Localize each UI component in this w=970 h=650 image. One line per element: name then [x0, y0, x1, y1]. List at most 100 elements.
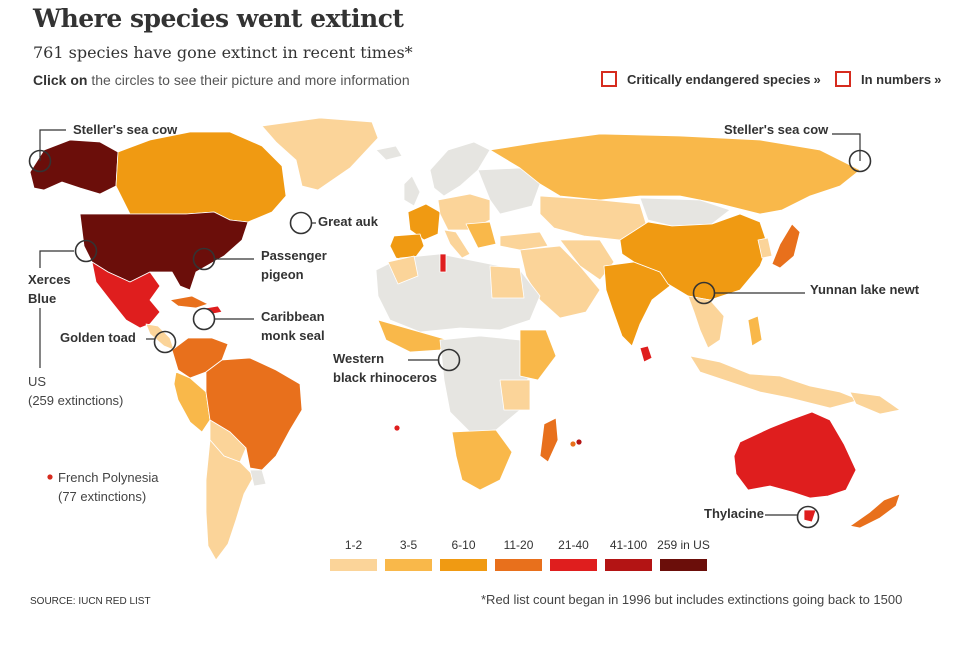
checkbox-icon[interactable] [601, 71, 617, 87]
toggle-label: Critically endangered species [627, 71, 811, 87]
marker-thylacine[interactable] [796, 505, 820, 529]
annotation-line: (259 extinctions) [28, 393, 124, 408]
region-argentina [205, 439, 255, 561]
label-golden-toad[interactable]: Golden toad [60, 330, 136, 345]
marker-stellers-sea-cow-right[interactable] [848, 149, 872, 173]
region-reunion [575, 438, 583, 446]
leader-line-xerces [39, 250, 74, 268]
legend-item: 1-2 [326, 538, 381, 571]
critically-endangered-toggle[interactable]: Critically endangered species » [601, 71, 821, 87]
region-south-africa [451, 429, 513, 491]
label-line: Blue [28, 291, 57, 306]
annotation-line: French Polynesia [58, 470, 159, 485]
source-credit: SOURCE: IUCN RED LIST [30, 596, 151, 607]
region-tanzania [499, 379, 531, 411]
legend-swatch [385, 559, 432, 571]
marker-western-black-rhinoceros[interactable] [437, 348, 461, 372]
checkbox-icon[interactable] [835, 71, 851, 87]
label-stellers-sea-cow-left[interactable]: Steller's sea cow [73, 122, 178, 137]
label-stellers-sea-cow-right[interactable]: Steller's sea cow [724, 122, 829, 137]
region-alaska [29, 139, 119, 195]
region-caribbean [169, 295, 209, 309]
label-line: Western [333, 351, 385, 366]
region-russia [489, 133, 861, 215]
region-peru [173, 371, 211, 433]
region-indonesia [689, 355, 861, 409]
region-canada [115, 131, 287, 223]
instruction-bold: Click on [33, 72, 88, 88]
legend-label: 259 in US [657, 538, 710, 552]
annotation-line: (77 extinctions) [58, 489, 147, 504]
region-mauritius [569, 440, 577, 448]
region-china [619, 213, 769, 301]
region-australia [733, 411, 857, 499]
region-french-polynesia [393, 424, 401, 432]
region-central-america [145, 323, 175, 351]
legend-item: 3-5 [381, 538, 436, 571]
region-west-africa [377, 319, 449, 353]
annotation-line: US [28, 374, 47, 389]
region-new-zealand [849, 493, 901, 529]
legend-swatch [660, 559, 707, 571]
legend-swatch [605, 559, 652, 571]
label-line: Caribbean [261, 309, 325, 324]
label-line: monk seal [261, 328, 325, 343]
legend-french-polynesia-dot [46, 473, 54, 481]
region-japan [771, 223, 801, 269]
label-xerces-blue[interactable]: Xerces Blue [28, 270, 71, 308]
region-korea [757, 237, 773, 259]
region-sri-lanka [639, 345, 653, 363]
label-great-auk[interactable]: Great auk [318, 214, 378, 229]
region-southeast-asia [687, 295, 725, 349]
double-chevron-icon: » [934, 71, 941, 87]
marker-yunnan-lake-newt[interactable] [692, 281, 716, 305]
label-yunnan-lake-newt[interactable]: Yunnan lake newt [810, 282, 920, 297]
label-thylacine[interactable]: Thylacine [704, 506, 764, 521]
legend-item: 21-40 [546, 538, 601, 571]
label-line: pigeon [261, 267, 304, 282]
leader-line-stellers-right [832, 133, 861, 161]
marker-golden-toad[interactable] [153, 330, 177, 354]
legend-label: 11-20 [503, 538, 534, 552]
label-passenger-pigeon[interactable]: Passenger pigeon [261, 246, 327, 284]
label-western-black-rhinoceros[interactable]: Western black rhinoceros [333, 349, 437, 387]
legend: 1-2 3-5 6-10 11-20 21-40 41-100 259 in US [326, 538, 711, 571]
marker-passenger-pigeon[interactable] [192, 247, 216, 271]
label-caribbean-monk-seal[interactable]: Caribbean monk seal [261, 307, 325, 345]
legend-item: 41-100 [601, 538, 656, 571]
legend-swatch [440, 559, 487, 571]
instruction-text: Click on the circles to see their pictur… [33, 72, 410, 88]
region-madagascar [539, 417, 559, 463]
region-uk [403, 175, 421, 207]
marker-stellers-sea-cow-left[interactable] [28, 149, 52, 173]
region-egypt [489, 265, 525, 299]
region-balkans [465, 221, 497, 249]
legend-item: 6-10 [436, 538, 491, 571]
region-caribbean-islands [205, 305, 223, 315]
legend-swatch [495, 559, 542, 571]
marker-caribbean-monk-seal[interactable] [192, 307, 216, 331]
region-italy [443, 229, 471, 259]
region-scandinavia [429, 141, 491, 197]
region-east-africa [519, 329, 557, 381]
legend-label: 1-2 [344, 538, 363, 552]
page-title: Where species went extinct [33, 4, 404, 33]
legend-swatch [550, 559, 597, 571]
legend-swatch [330, 559, 377, 571]
region-greenland [261, 117, 379, 191]
region-tasmania [803, 509, 817, 523]
label-line: black rhinoceros [333, 370, 438, 385]
region-morocco [387, 255, 419, 285]
marker-xerces-blue[interactable] [74, 239, 98, 263]
marker-great-auk[interactable] [289, 211, 313, 235]
region-mexico [91, 261, 161, 329]
region-france [407, 203, 441, 241]
region-uruguay [249, 469, 267, 487]
region-turkey [499, 231, 549, 251]
page-subtitle: 761 species have gone extinct in recent … [33, 43, 413, 62]
region-philippines [747, 315, 763, 347]
legend-label: 3-5 [399, 538, 418, 552]
label-line: Xerces [28, 272, 71, 287]
in-numbers-toggle[interactable]: In numbers » [835, 71, 941, 87]
